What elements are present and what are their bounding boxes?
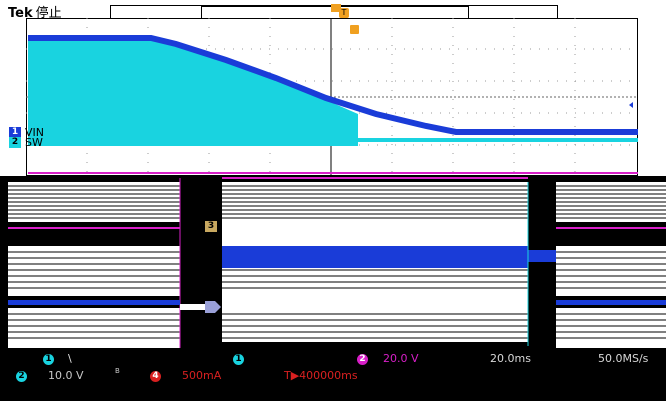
scan-lines xyxy=(0,185,666,339)
ch2-bw-limit: B xyxy=(115,367,120,375)
ch1-level-arrow-icon xyxy=(629,102,633,108)
ch2-marker[interactable]: 2 xyxy=(9,137,21,148)
brand-text: Tek xyxy=(8,6,33,21)
sample-rate: 50.0MS/s xyxy=(598,352,649,365)
record-view-bar: T xyxy=(110,4,558,20)
trigger-position-icon xyxy=(331,4,341,12)
trigger-marker-icon: T xyxy=(339,8,349,18)
run-state: 停止 xyxy=(35,6,62,21)
math-scale: 20.0 V xyxy=(383,352,419,365)
trigger-point-icon xyxy=(350,25,359,34)
ch4-scale[interactable]: 500mA xyxy=(182,369,222,382)
math-badge[interactable]: 2 xyxy=(357,354,368,365)
ch2-waveform xyxy=(28,40,638,146)
waveform-display[interactable] xyxy=(26,18,638,176)
zoom-position-icon[interactable] xyxy=(205,301,221,313)
ch1-name: VIN xyxy=(25,126,44,139)
status-bar: 1 \ 1 2 20.0 V 20.0ms 50.0MS/s 2 10.0 V … xyxy=(0,351,666,401)
trigger-slope: \ xyxy=(68,352,72,365)
cursor-badge[interactable]: 1 xyxy=(233,354,244,365)
ch1-status-badge[interactable]: 1 xyxy=(43,354,54,365)
ch1-waveform xyxy=(28,35,638,135)
ch2-name: SW xyxy=(25,136,43,149)
ch1-marker[interactable]: 1 xyxy=(9,127,21,138)
trigger-time: T▶400000ms xyxy=(284,369,358,382)
ch2-scale[interactable]: 10.0 V xyxy=(48,369,84,382)
zoom-ch1-band xyxy=(222,246,528,268)
time-per-div[interactable]: 20.0ms xyxy=(490,352,531,365)
ch3-marker-label: 3 xyxy=(205,221,217,232)
scope-brand: Tek 停止 xyxy=(8,2,62,21)
ch2-status-badge[interactable]: 2 xyxy=(16,371,27,382)
zoom-display xyxy=(0,176,666,351)
ch4-status-badge[interactable]: 4 xyxy=(150,371,161,382)
